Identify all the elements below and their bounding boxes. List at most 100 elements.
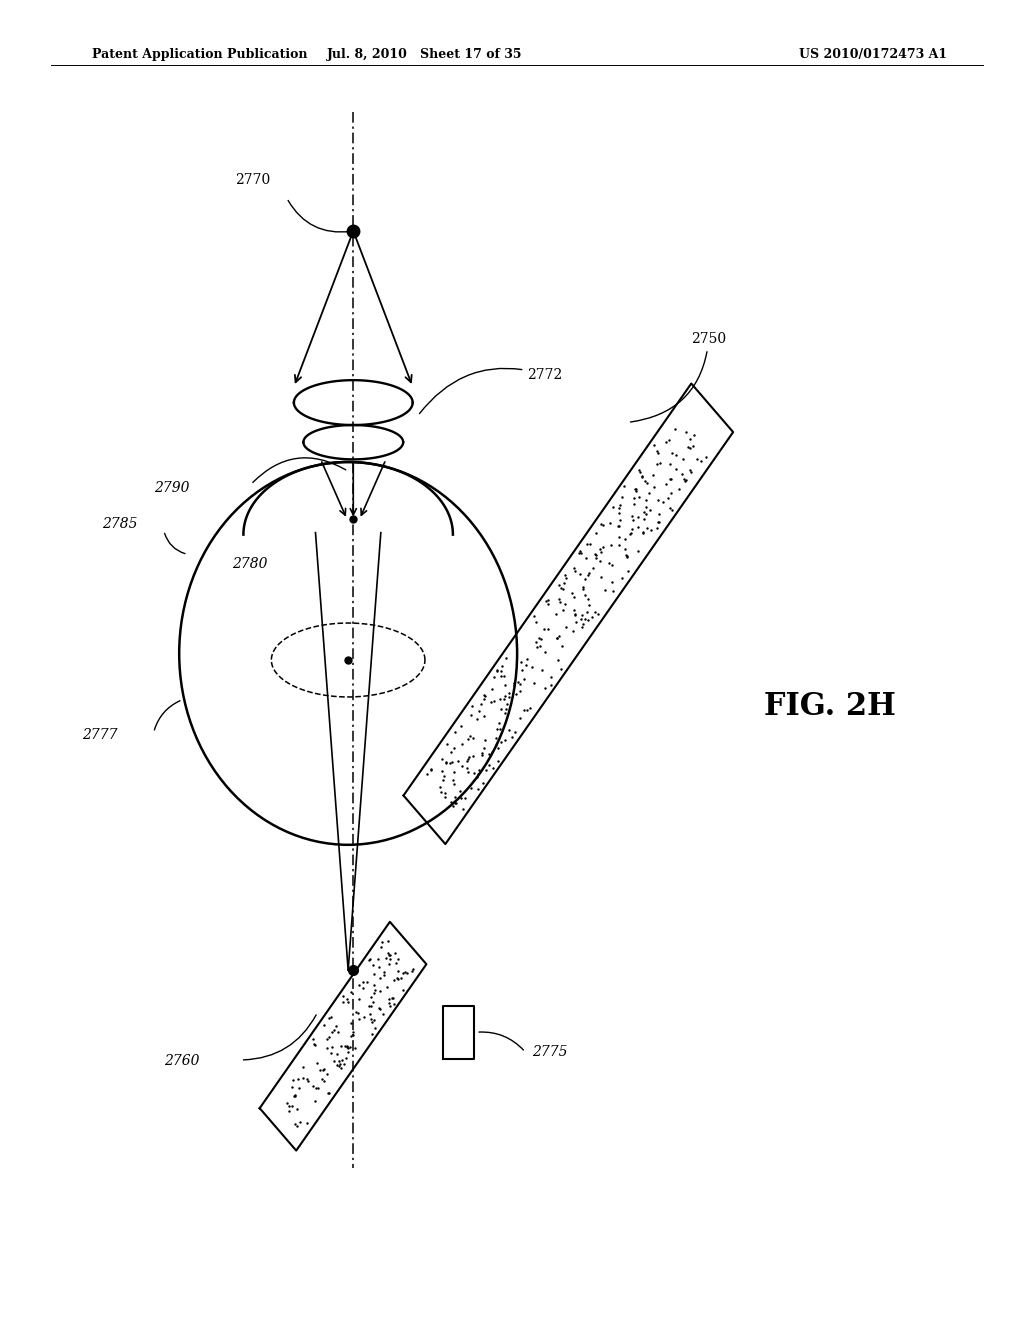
Point: [580, 610, 596, 631]
Point: [636, 502, 652, 523]
Point: [356, 1006, 373, 1027]
Point: [601, 553, 617, 574]
Point: [677, 470, 693, 491]
Point: [536, 619, 552, 640]
Point: [295, 1068, 311, 1089]
Point: [617, 528, 634, 549]
Point: [657, 473, 674, 494]
Point: [371, 997, 387, 1018]
Point: [506, 675, 522, 696]
Point: [494, 655, 510, 676]
Point: [534, 659, 550, 680]
Point: [433, 781, 450, 803]
Point: [459, 750, 475, 771]
Point: [528, 612, 545, 634]
Point: [678, 421, 694, 442]
Point: [350, 1002, 367, 1023]
Point: [497, 675, 513, 696]
Point: [321, 1007, 337, 1028]
Point: [540, 618, 556, 639]
Point: [333, 1057, 349, 1078]
Point: [480, 754, 497, 775]
Point: [610, 516, 627, 537]
Point: [581, 565, 597, 586]
Point: [287, 1085, 303, 1106]
Point: [471, 759, 487, 780]
Point: [611, 527, 628, 548]
Point: [667, 418, 683, 440]
Text: FIG. 2H: FIG. 2H: [764, 690, 895, 722]
Point: [512, 673, 528, 694]
Point: [446, 787, 463, 808]
Point: [437, 783, 454, 804]
Point: [634, 467, 650, 488]
Point: [602, 535, 618, 556]
Point: [443, 742, 460, 763]
Point: [662, 498, 678, 519]
Point: [623, 523, 639, 544]
Point: [304, 1028, 321, 1049]
Point: [556, 572, 572, 593]
Point: [362, 995, 379, 1016]
Point: [516, 668, 532, 689]
Point: [483, 742, 500, 763]
Point: [646, 477, 663, 498]
Point: [485, 758, 502, 779]
Point: [497, 702, 513, 723]
Point: [387, 942, 403, 964]
Point: [299, 1113, 315, 1134]
Point: [523, 657, 540, 678]
Point: [488, 734, 505, 755]
Point: [512, 681, 528, 702]
Point: [659, 487, 676, 508]
Point: [460, 748, 476, 770]
Point: [485, 667, 502, 688]
Point: [552, 591, 568, 612]
Point: [642, 499, 658, 520]
Point: [488, 660, 505, 681]
Point: [540, 590, 556, 611]
Point: [474, 744, 490, 766]
Point: [579, 548, 595, 569]
Point: [597, 579, 613, 601]
Point: [507, 722, 523, 743]
Point: [471, 700, 487, 721]
Point: [552, 659, 568, 680]
Point: [338, 1048, 354, 1069]
Point: [443, 751, 460, 772]
Point: [588, 544, 604, 565]
Point: [640, 483, 656, 504]
Point: [497, 730, 513, 751]
Point: [287, 1114, 303, 1135]
Point: [324, 1022, 340, 1043]
Point: [466, 762, 482, 783]
Point: [382, 948, 398, 969]
Point: [436, 766, 453, 787]
Point: [393, 968, 410, 989]
Point: [516, 700, 532, 721]
Point: [611, 503, 628, 524]
Point: [649, 511, 666, 532]
Point: [465, 746, 481, 767]
Point: [488, 659, 505, 680]
Point: [339, 1035, 355, 1056]
Point: [675, 449, 691, 470]
Point: [592, 513, 608, 535]
Point: [358, 972, 375, 993]
Point: [555, 578, 571, 599]
Point: [609, 515, 626, 536]
Point: [588, 523, 604, 544]
Text: Jul. 8, 2010   Sheet 17 of 35: Jul. 8, 2010 Sheet 17 of 35: [328, 48, 522, 61]
Point: [593, 541, 609, 562]
Point: [339, 1036, 355, 1057]
Point: [698, 446, 715, 467]
Point: [314, 1060, 331, 1081]
Point: [628, 479, 644, 500]
Point: [364, 1011, 380, 1032]
Point: [492, 688, 508, 709]
Point: [602, 512, 618, 533]
Point: [660, 430, 677, 451]
Point: [460, 762, 476, 783]
Point: [630, 540, 646, 561]
Point: [380, 942, 396, 964]
